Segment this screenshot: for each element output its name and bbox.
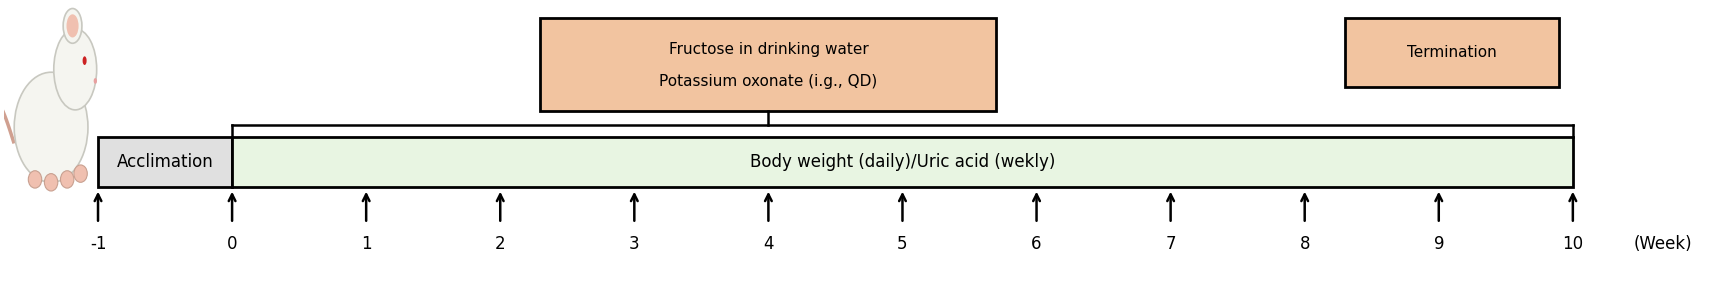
Text: -1: -1 [91, 235, 106, 253]
Text: 0: 0 [227, 235, 238, 253]
Text: 2: 2 [496, 235, 506, 253]
Text: 1: 1 [361, 235, 371, 253]
Text: Termination: Termination [1407, 45, 1497, 60]
Text: 3: 3 [629, 235, 639, 253]
Text: (Week): (Week) [1634, 235, 1692, 253]
Text: 10: 10 [1562, 235, 1584, 253]
Ellipse shape [60, 171, 73, 188]
Text: Body weight (daily)/Uric acid (wekly): Body weight (daily)/Uric acid (wekly) [750, 153, 1054, 171]
Text: Potassium oxonate (i.g., QD): Potassium oxonate (i.g., QD) [660, 74, 877, 89]
Ellipse shape [63, 9, 82, 43]
Ellipse shape [94, 78, 97, 84]
Text: Acclimation: Acclimation [116, 153, 214, 171]
Bar [540, 18, 996, 111]
Text: 9: 9 [1434, 235, 1444, 253]
Bar [97, 137, 232, 187]
Text: 4: 4 [764, 235, 774, 253]
Ellipse shape [73, 165, 87, 182]
Ellipse shape [67, 14, 79, 38]
Text: 6: 6 [1031, 235, 1042, 253]
Ellipse shape [44, 174, 58, 191]
Ellipse shape [82, 56, 87, 65]
Text: 7: 7 [1166, 235, 1176, 253]
Text: 5: 5 [897, 235, 907, 253]
Text: 8: 8 [1299, 235, 1309, 253]
Bar [232, 137, 1572, 187]
Ellipse shape [14, 72, 87, 182]
Bar [1345, 18, 1559, 87]
Ellipse shape [53, 29, 97, 110]
Ellipse shape [29, 171, 41, 188]
Text: Fructose in drinking water: Fructose in drinking water [668, 42, 868, 57]
